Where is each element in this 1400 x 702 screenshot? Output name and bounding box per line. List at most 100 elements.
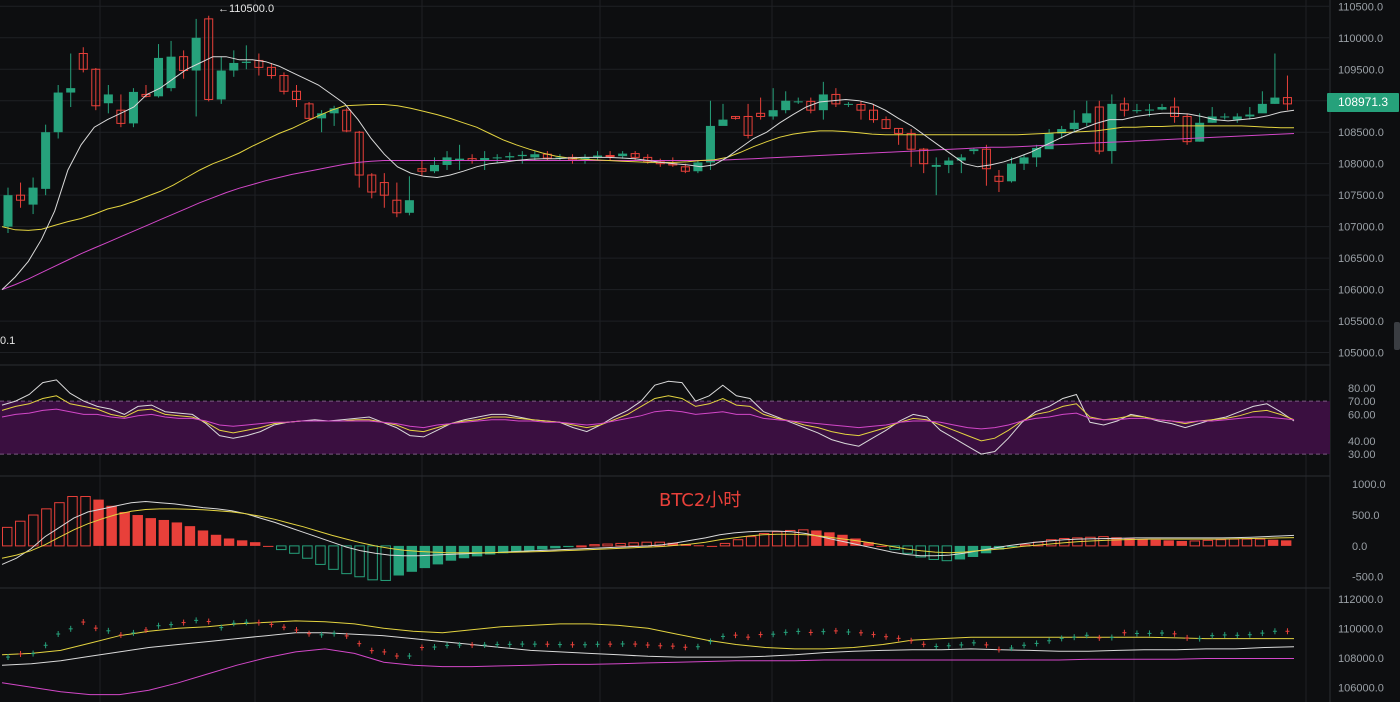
- rsi-panel: [0, 379, 1330, 455]
- candle: [304, 101, 314, 120]
- scrollbar-handle[interactable]: [1394, 322, 1400, 350]
- macd-histogram-bar: [1124, 538, 1135, 546]
- candle-body: [969, 149, 979, 152]
- macd-histogram-bar: [615, 542, 626, 547]
- ma-fast-line: [1, 56, 1295, 290]
- macd-histogram-bar: [1137, 539, 1148, 546]
- macd-histogram-bar: [393, 545, 404, 576]
- macd-histogram-bar: [693, 545, 705, 547]
- candle: [705, 100, 715, 170]
- candle-body: [179, 56, 189, 72]
- candle: [1119, 97, 1129, 117]
- moving-average-lines: [1, 56, 1295, 291]
- candle: [505, 152, 515, 161]
- candle: [593, 151, 603, 161]
- candle: [731, 115, 741, 120]
- candle: [517, 151, 527, 164]
- candle-body: [204, 18, 214, 100]
- main-axis-tick-label: 107000.0: [1338, 222, 1384, 234]
- candle-body: [881, 119, 891, 129]
- candle: [1170, 97, 1180, 123]
- main-axis-tick-label: 107500.0: [1338, 190, 1384, 202]
- macd-histogram-bar: [380, 545, 391, 581]
- candle-body: [1144, 109, 1154, 111]
- macd-histogram-bar: [1163, 540, 1174, 546]
- bottom-upper-line: [1, 620, 1294, 656]
- candle: [291, 84, 302, 108]
- candle: [404, 176, 414, 216]
- candle: [969, 147, 979, 155]
- candle-body: [78, 53, 88, 70]
- macd-histogram-bar: [1176, 540, 1187, 546]
- candle-body: [91, 68, 101, 107]
- candle: [41, 124, 51, 196]
- macd-histogram-bar: [1006, 545, 1018, 548]
- bottom-axis-tick-label: 106000.0: [1338, 682, 1384, 694]
- candle-body: [1057, 129, 1067, 134]
- macd-histogram-bar: [837, 534, 848, 546]
- macd-histogram-bar: [367, 545, 378, 581]
- main-axis-tick-label: 108500.0: [1338, 127, 1384, 139]
- bottom-axis-tick-label: 112000.0: [1338, 594, 1383, 606]
- candle-body: [1245, 114, 1255, 117]
- candle: [379, 173, 389, 208]
- macd-histogram-bar: [445, 545, 457, 561]
- candle-body: [229, 62, 239, 71]
- candle: [3, 187, 13, 233]
- macd-histogram-bar: [184, 526, 196, 546]
- candle: [154, 44, 164, 98]
- candle: [455, 144, 465, 170]
- candle: [216, 56, 226, 104]
- macd-dea-line: [1, 508, 1295, 559]
- macd-histogram-bar: [289, 545, 300, 554]
- candle-body: [781, 100, 791, 111]
- candle-body: [342, 109, 352, 132]
- candle-body: [103, 94, 113, 104]
- candle-body: [894, 127, 904, 134]
- candle: [881, 116, 891, 130]
- candle: [1006, 157, 1017, 183]
- candle-body: [455, 158, 465, 161]
- candle-body: [956, 157, 966, 161]
- macd-histogram-bar: [80, 496, 91, 547]
- macd-histogram-bar: [132, 515, 143, 546]
- candle-body: [241, 61, 251, 63]
- macd-axis-tick-label: -500.0: [1352, 572, 1383, 584]
- candle: [1082, 100, 1092, 126]
- candle: [1195, 113, 1205, 142]
- macd-histogram-bar: [876, 545, 887, 547]
- candle-body: [906, 132, 916, 150]
- candle: [1157, 103, 1167, 111]
- macd-histogram-bar: [602, 543, 613, 547]
- main-axis-tick-label: 110000.0: [1338, 33, 1383, 45]
- candle: [492, 154, 502, 163]
- macd-histogram-bar: [850, 538, 861, 546]
- candle-body: [1170, 106, 1180, 117]
- macd-histogram-bar: [210, 534, 222, 546]
- candle-body: [994, 175, 1004, 182]
- candle-body: [1082, 113, 1092, 123]
- macd-histogram-bar: [197, 530, 209, 546]
- candle-body: [154, 57, 164, 97]
- ma-mid-line: [1, 104, 1294, 231]
- candle-body: [743, 115, 753, 136]
- macd-histogram-bar: [328, 545, 339, 570]
- candle-body: [1282, 97, 1292, 105]
- candle: [1257, 91, 1267, 114]
- candle: [906, 129, 916, 167]
- macd-histogram-bar: [458, 545, 470, 559]
- macd-histogram-bar: [1241, 538, 1253, 547]
- candle: [618, 151, 628, 159]
- candle-body: [404, 200, 414, 213]
- macd-histogram-bar: [510, 545, 522, 553]
- macd-histogram-bar: [106, 505, 117, 546]
- rsi-mid-line: [1, 395, 1295, 442]
- candle-body: [1182, 115, 1192, 143]
- candle-body: [618, 153, 628, 157]
- candle-body: [1257, 103, 1267, 114]
- candle-body: [141, 93, 151, 97]
- candle: [868, 103, 879, 123]
- rsi-axis-tick-label: 80.00: [1348, 383, 1376, 395]
- candle-body: [718, 119, 728, 126]
